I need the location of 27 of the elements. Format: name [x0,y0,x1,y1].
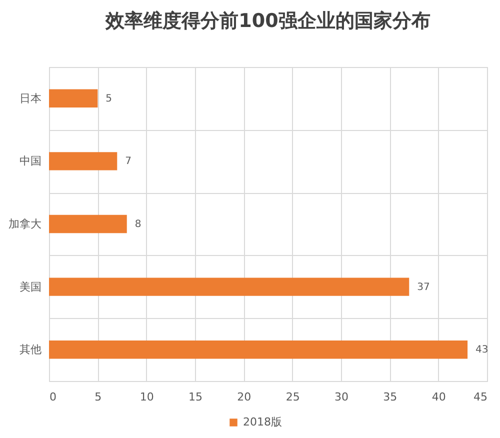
x-tick-label: 25 [286,390,300,404]
x-tick-label: 10 [140,390,154,404]
y-tick-label: 日本 [20,92,42,105]
y-tick-label: 加拿大 [8,218,42,230]
bar [49,89,98,108]
bar [49,278,410,296]
x-tick-label: 15 [188,390,202,404]
x-tick-label: 30 [334,390,348,404]
x-tick-label: 35 [383,390,398,404]
x-tick-label: 40 [432,390,446,404]
bar [49,152,118,170]
data-label: 7 [125,156,132,168]
data-label: 5 [106,93,112,104]
data-label: 37 [417,282,430,293]
legend-label: 2018版 [243,416,282,428]
y-tick-label: 美国 [20,280,42,294]
bar [49,214,127,234]
x-tick-label: 5 [94,390,102,404]
data-label: 43 [476,344,488,356]
y-tick-label: 中国 [20,154,42,168]
x-tick-label: 45 [474,390,488,404]
y-tick-label: 其他 [20,343,42,356]
x-tick-label: 20 [237,390,252,404]
chart-title: 效率维度得分前100强企业的国家分布 [104,10,430,32]
x-tick-label: 0 [50,390,56,404]
bar [49,340,468,359]
data-label: 8 [134,219,142,230]
